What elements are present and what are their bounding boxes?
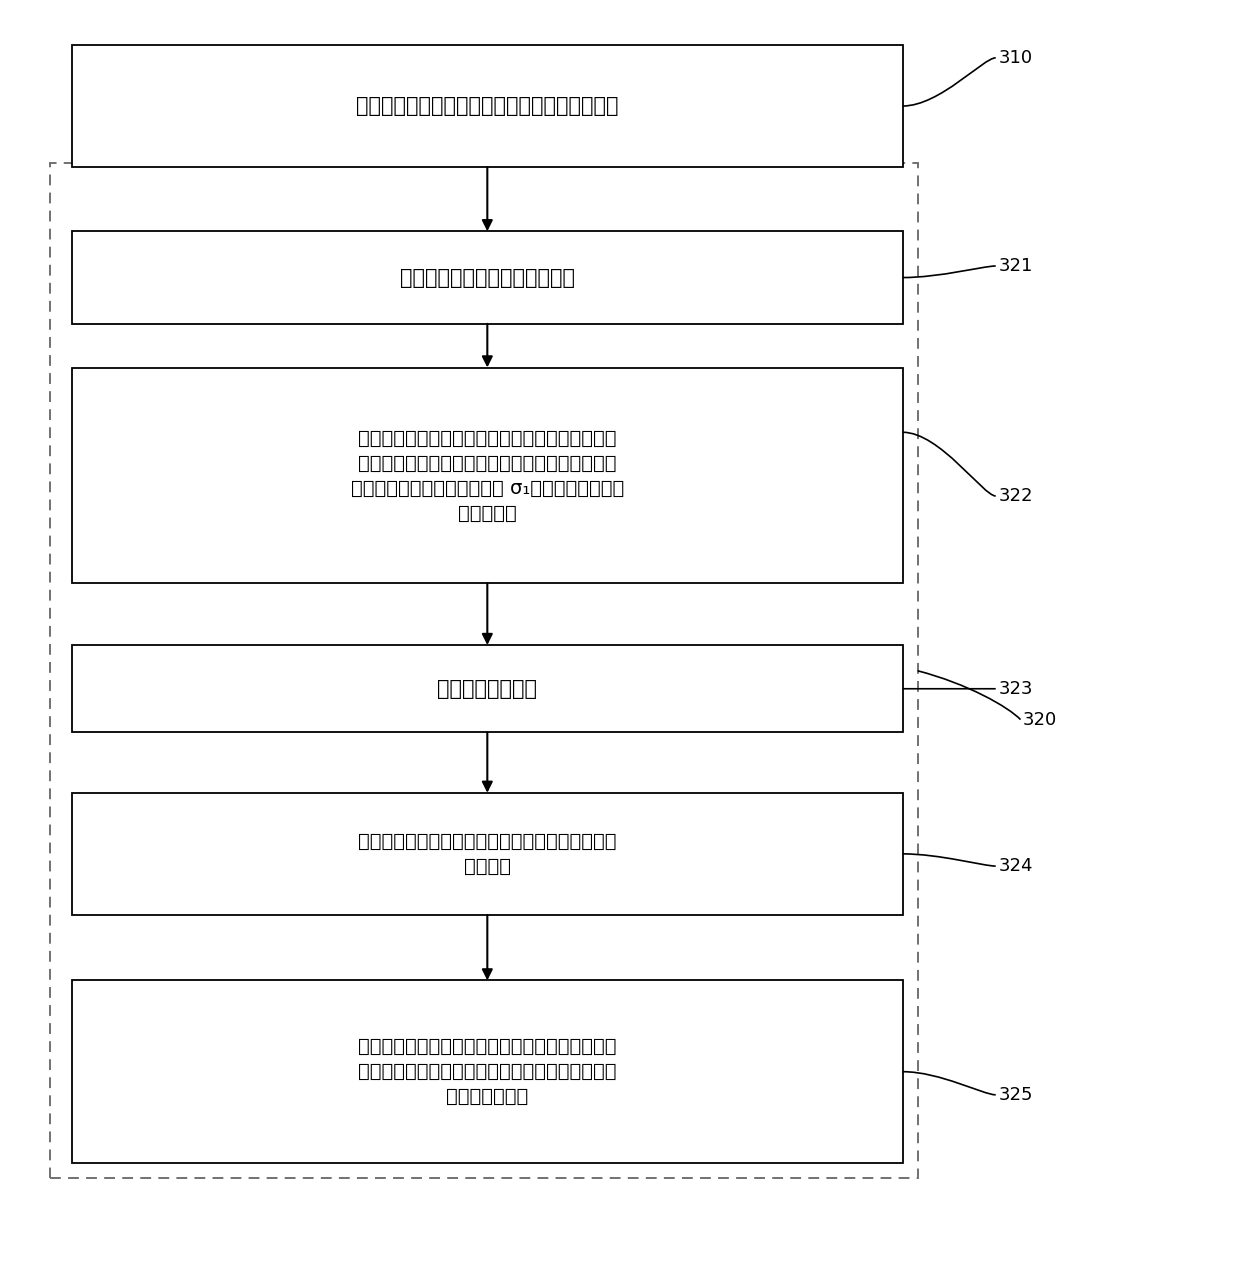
Text: 调用基于网格化的蒙特卡罗粒子输运模型继续进行
剂量优化: 调用基于网格化的蒙特卡罗粒子输运模型继续进行 剂量优化 xyxy=(358,831,616,876)
Text: 将初始权重作为通量优化的输入值，采用解析算法
不断进行迭代优化，当笔形束算法得到的优化结果
的精度达到预设的第一精度时 σ₁，输出每个笔形束
对应的权重: 将初始权重作为通量优化的输入值，采用解析算法 不断进行迭代优化，当笔形束算法得到… xyxy=(351,428,624,523)
Text: 人工干预计算进程: 人工干预计算进程 xyxy=(438,678,537,699)
Text: 322: 322 xyxy=(998,487,1033,505)
FancyBboxPatch shape xyxy=(72,645,903,732)
Text: 输入患者数据和放射源参数、或者导入放疗计划: 输入患者数据和放射源参数、或者导入放疗计划 xyxy=(356,96,619,116)
Text: 320: 320 xyxy=(1023,711,1058,729)
Text: 321: 321 xyxy=(998,257,1033,275)
Text: 323: 323 xyxy=(998,680,1033,698)
Text: 从导入计划中获取初始射野参数: 从导入计划中获取初始射野参数 xyxy=(399,267,575,288)
FancyBboxPatch shape xyxy=(72,368,903,583)
Text: 310: 310 xyxy=(998,49,1033,67)
Text: 利用优化算法继续调整基于蒙特卡罗输运模型的二
维通量网格的通量，直到优化结果满足预设的第二
精度时停止计算: 利用优化算法继续调整基于蒙特卡罗输运模型的二 维通量网格的通量，直到优化结果满足… xyxy=(358,1037,616,1106)
Text: 324: 324 xyxy=(998,857,1033,875)
Text: 325: 325 xyxy=(998,1086,1033,1104)
FancyBboxPatch shape xyxy=(72,231,903,324)
FancyBboxPatch shape xyxy=(72,45,903,167)
FancyBboxPatch shape xyxy=(72,980,903,1163)
FancyBboxPatch shape xyxy=(72,793,903,915)
